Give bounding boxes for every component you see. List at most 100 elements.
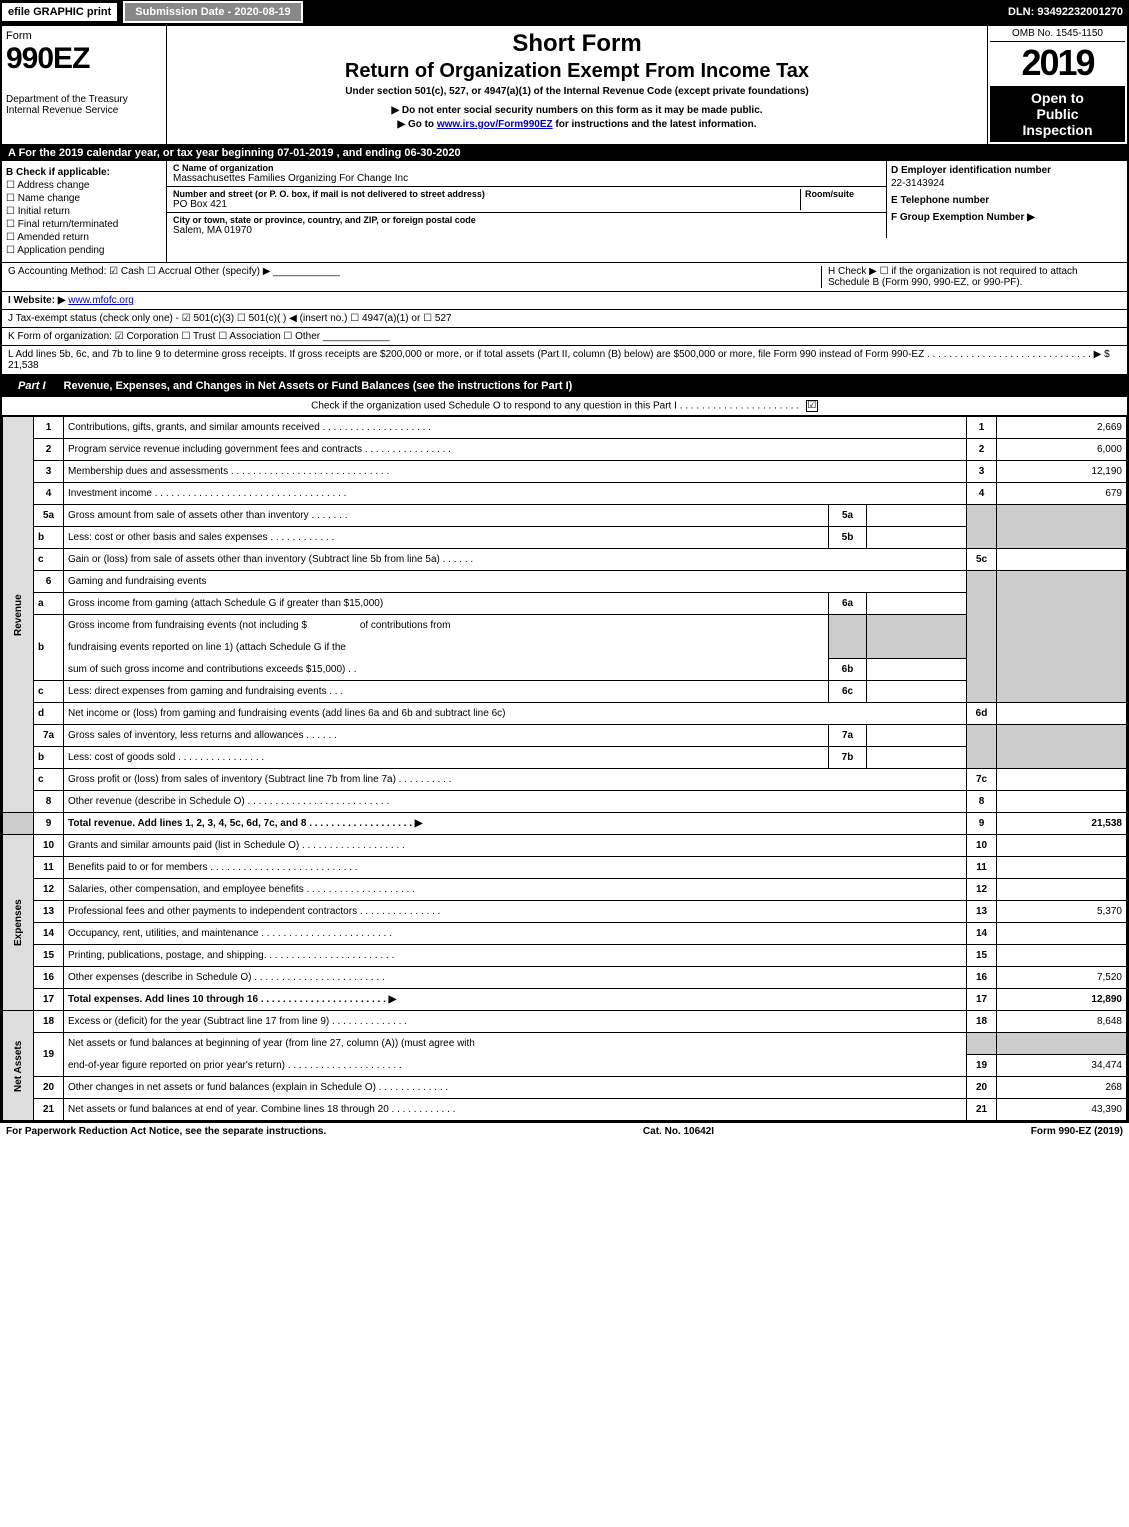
table-row: 20 Other changes in net assets or fund b… [3, 1077, 1127, 1099]
table-row: Expenses 10 Grants and similar amounts p… [3, 835, 1127, 857]
part1-header: Part I Revenue, Expenses, and Changes in… [2, 375, 1127, 397]
line-num: 1 [34, 417, 64, 439]
paperwork-notice: For Paperwork Reduction Act Notice, see … [6, 1126, 326, 1137]
line-refnum: 1 [967, 417, 997, 439]
table-row: b Gross income from fundraising events (… [3, 615, 1127, 637]
irs-label: Internal Revenue Service [6, 105, 162, 116]
sched-o-checkbox[interactable]: ☑ [806, 400, 818, 412]
submission-date: Submission Date - 2020-08-19 [123, 1, 302, 23]
form-word: Form [6, 30, 162, 42]
section-i: I Website: ▶ www.mfofc.org [2, 292, 1127, 310]
header-center: Short Form Return of Organization Exempt… [167, 26, 987, 144]
check-amended[interactable]: Amended return [6, 232, 162, 243]
de-block: D Employer identification number 22-3143… [887, 161, 1127, 238]
table-row: c Gain or (loss) from sale of assets oth… [3, 549, 1127, 571]
irs-link[interactable]: www.irs.gov/Form990EZ [437, 119, 553, 130]
table-row: a Gross income from gaming (attach Sched… [3, 593, 1127, 615]
form-number: 990EZ [6, 42, 162, 76]
table-row: 5a Gross amount from sale of assets othe… [3, 505, 1127, 527]
revenue-side-label: Revenue [3, 417, 34, 813]
netassets-side-label: Net Assets [3, 1011, 34, 1121]
e-phone-lbl: E Telephone number [891, 195, 1123, 206]
table-row: 19 Net assets or fund balances at beginn… [3, 1033, 1127, 1055]
goto-post: for instructions and the latest informat… [553, 119, 757, 130]
dln-label: DLN: 93492232001270 [1008, 6, 1129, 18]
table-row: 21 Net assets or fund balances at end of… [3, 1099, 1127, 1121]
form-container: Form 990EZ Department of the Treasury In… [0, 24, 1129, 1123]
table-row: 13 Professional fees and other payments … [3, 901, 1127, 923]
part1-tab: Part I [8, 378, 56, 394]
table-row: d Net income or (loss) from gaming and f… [3, 703, 1127, 725]
section-b: B Check if applicable: Address change Na… [2, 161, 167, 262]
expenses-side-label: Expenses [3, 835, 34, 1011]
omb-number: OMB No. 1545-1150 [990, 28, 1125, 42]
website-link[interactable]: www.mfofc.org [68, 295, 134, 306]
section-l: L Add lines 5b, 6c, and 7b to line 9 to … [2, 346, 1127, 375]
room-lbl: Room/suite [805, 189, 880, 199]
table-row: Revenue 1 Contributions, gifts, grants, … [3, 417, 1127, 439]
table-row: 9 Total revenue. Add lines 1, 2, 3, 4, 5… [3, 813, 1127, 835]
open-to: Open to [994, 90, 1121, 106]
header-left: Form 990EZ Department of the Treasury In… [2, 26, 167, 144]
form-ref: Form 990-EZ (2019) [1031, 1126, 1123, 1137]
c-name-lbl: C Name of organization [173, 163, 880, 173]
section-cdf: C Name of organization Massachusettes Fa… [167, 161, 1127, 262]
check-pending[interactable]: Application pending [6, 245, 162, 256]
top-bar: efile GRAPHIC print Submission Date - 20… [0, 0, 1129, 24]
check-name[interactable]: Name change [6, 193, 162, 204]
table-row: 15 Printing, publications, postage, and … [3, 945, 1127, 967]
lines-table: Revenue 1 Contributions, gifts, grants, … [2, 416, 1127, 1121]
sched-o-text: Check if the organization used Schedule … [311, 401, 799, 412]
table-row: b Less: cost or other basis and sales ex… [3, 527, 1127, 549]
org-name: Massachusettes Families Organizing For C… [173, 173, 880, 184]
table-row: 8 Other revenue (describe in Schedule O)… [3, 791, 1127, 813]
gh-row: G Accounting Method: ☑ Cash ☐ Accrual Ot… [2, 263, 1127, 292]
section-h: H Check ▶ ☐ if the organization is not r… [821, 266, 1121, 288]
check-initial[interactable]: Initial return [6, 206, 162, 217]
form-header: Form 990EZ Department of the Treasury In… [2, 26, 1127, 145]
check-address[interactable]: Address change [6, 180, 162, 191]
check-final[interactable]: Final return/terminated [6, 219, 162, 230]
org-address: PO Box 421 [173, 199, 800, 210]
subtitle: Under section 501(c), 527, or 4947(a)(1)… [175, 86, 979, 97]
dept-label: Department of the Treasury [6, 94, 162, 105]
inspection: Inspection [994, 122, 1121, 138]
table-row: end-of-year figure reported on prior yea… [3, 1055, 1127, 1077]
sched-o-row: Check if the organization used Schedule … [2, 397, 1127, 416]
tax-year-row: A For the 2019 calendar year, or tax yea… [2, 145, 1127, 161]
i-label: I Website: ▶ [8, 295, 66, 306]
table-row: 4 Investment income . . . . . . . . . . … [3, 483, 1127, 505]
table-row: 17 Total expenses. Add lines 10 through … [3, 989, 1127, 1011]
f-group-lbl: F Group Exemption Number ▶ [891, 212, 1123, 223]
section-k: K Form of organization: ☑ Corporation ☐ … [2, 328, 1127, 346]
table-row: b Less: cost of goods sold . . . . . . .… [3, 747, 1127, 769]
goto-line: ▶ Go to www.irs.gov/Form990EZ for instru… [175, 119, 979, 130]
table-row: 6 Gaming and fundraising events [3, 571, 1127, 593]
header-right: OMB No. 1545-1150 2019 Open to Public In… [987, 26, 1127, 144]
info-grid: B Check if applicable: Address change Na… [2, 161, 1127, 263]
table-row: 16 Other expenses (describe in Schedule … [3, 967, 1127, 989]
table-row: c Gross profit or (loss) from sales of i… [3, 769, 1127, 791]
cat-no: Cat. No. 10642I [643, 1126, 714, 1137]
inspection-box: Open to Public Inspection [990, 86, 1125, 142]
section-g: G Accounting Method: ☑ Cash ☐ Accrual Ot… [8, 266, 821, 288]
table-row: Net Assets 18 Excess or (deficit) for th… [3, 1011, 1127, 1033]
table-row: 12 Salaries, other compensation, and emp… [3, 879, 1127, 901]
efile-label[interactable]: efile GRAPHIC print [2, 3, 117, 21]
b-heading: B Check if applicable: [6, 167, 162, 178]
section-j: J Tax-exempt status (check only one) - ☑… [2, 310, 1127, 328]
short-form-title: Short Form [175, 30, 979, 58]
main-title: Return of Organization Exempt From Incom… [175, 60, 979, 83]
ein-value: 22-3143924 [891, 178, 1123, 189]
c-addr-lbl: Number and street (or P. O. box, if mail… [173, 189, 800, 199]
part1-title: Revenue, Expenses, and Changes in Net As… [64, 380, 573, 392]
ssn-warning: ▶ Do not enter social security numbers o… [175, 105, 979, 116]
table-row: 2 Program service revenue including gove… [3, 439, 1127, 461]
table-row: sum of such gross income and contributio… [3, 659, 1127, 681]
line-value: 2,669 [997, 417, 1127, 439]
org-info: C Name of organization Massachusettes Fa… [167, 161, 887, 238]
c-city-lbl: City or town, state or province, country… [173, 215, 880, 225]
public: Public [994, 106, 1121, 122]
footer: For Paperwork Reduction Act Notice, see … [0, 1123, 1129, 1140]
line-desc: Contributions, gifts, grants, and simila… [64, 417, 967, 439]
